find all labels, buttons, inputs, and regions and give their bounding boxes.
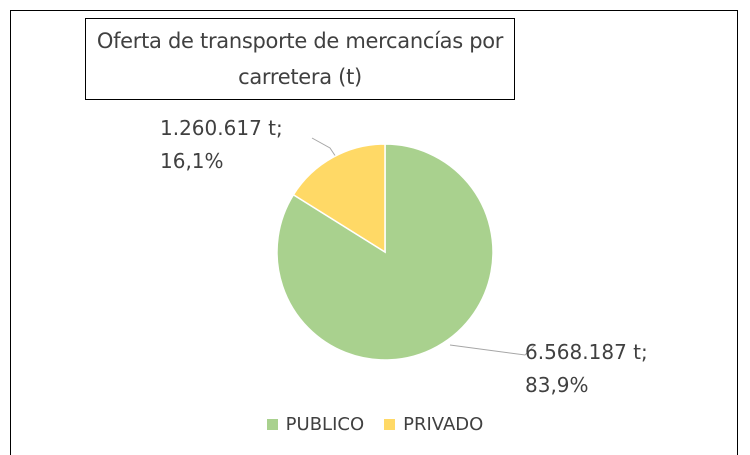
chart-frame xyxy=(10,10,738,455)
leader-line xyxy=(449,344,536,356)
pie-slice xyxy=(292,143,386,254)
legend-item: PUBLICO xyxy=(266,414,365,435)
legend-swatch xyxy=(266,419,278,430)
legend-swatch xyxy=(384,419,396,430)
legend-label: PRIVADO xyxy=(403,414,484,435)
pie-slice xyxy=(276,143,494,361)
legend-item: PRIVADO xyxy=(384,414,483,435)
data-label: 1.260.617 t; 16,1% xyxy=(160,116,283,173)
legend: PUBLICO PRIVADO xyxy=(0,414,750,435)
legend-label: PUBLICO xyxy=(285,414,365,435)
chart-title: Oferta de transporte de mercancías por c… xyxy=(85,18,515,100)
data-label: 6.568.187 t; 83,9% xyxy=(525,340,648,397)
